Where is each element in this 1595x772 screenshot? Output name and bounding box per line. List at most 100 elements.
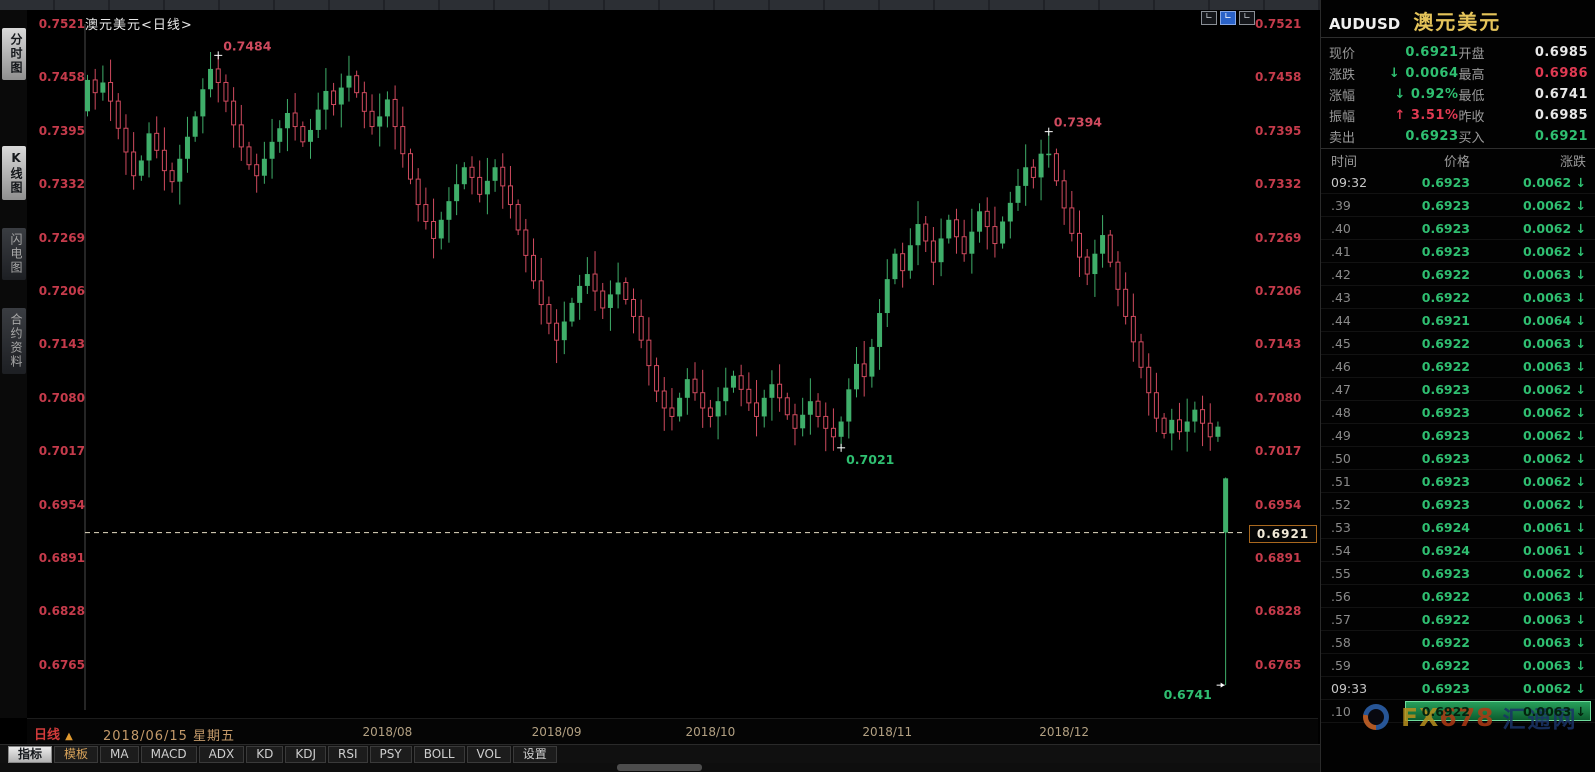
tick-change: 0.0062 ↓ bbox=[1522, 565, 1586, 581]
candle bbox=[1123, 272, 1129, 325]
candle bbox=[477, 160, 483, 203]
sidebar-item-4[interactable]: 合约资料 bbox=[2, 308, 26, 374]
tick-price: 0.6922 bbox=[1421, 657, 1470, 673]
tick-change: 0.0062 ↓ bbox=[1522, 197, 1586, 213]
candle bbox=[684, 368, 690, 415]
tick-price: 0.6924 bbox=[1421, 542, 1470, 558]
candle bbox=[1046, 131, 1052, 168]
tab-rsi[interactable]: RSI bbox=[328, 745, 368, 763]
candle bbox=[123, 114, 129, 175]
tick-time: .45 bbox=[1331, 335, 1351, 351]
candle bbox=[354, 70, 360, 98]
scrollbar-thumb[interactable] bbox=[617, 764, 702, 771]
left-price-axis: 0.7521 0.7458 0.7395 0.7332 0.7269 0.7206 0.71… bbox=[35, 10, 85, 718]
tick-price: 0.6922 bbox=[1421, 611, 1470, 627]
x-axis-label: 2018/09 bbox=[531, 725, 582, 739]
tab-adx[interactable]: ADX bbox=[198, 745, 245, 763]
tick-time: .39 bbox=[1331, 197, 1351, 213]
candle bbox=[854, 346, 859, 398]
candle bbox=[338, 73, 344, 128]
candle bbox=[192, 111, 198, 142]
tab-macd[interactable]: MACD bbox=[140, 745, 197, 763]
candle bbox=[138, 155, 144, 181]
field-label: 振幅 bbox=[1329, 110, 1356, 125]
candle bbox=[269, 118, 275, 179]
indicator-tab-bar: 指标 模板 MA MACD ADX KD KDJ RSI PSY BOLL VOL 设置 bbox=[0, 744, 1320, 763]
candle bbox=[984, 197, 990, 250]
candle bbox=[946, 214, 952, 244]
pane-layout-icon-3[interactable]: ∟ bbox=[1239, 11, 1255, 25]
pane-layout-icon-2[interactable]: ∟ bbox=[1220, 11, 1236, 25]
candle bbox=[1161, 413, 1167, 439]
tick-time: .50 bbox=[1331, 450, 1351, 466]
tick-row: .50 0.6923 0.0062 ↓ bbox=[1321, 447, 1595, 470]
candle bbox=[200, 78, 206, 134]
tab-设置[interactable]: 设置 bbox=[512, 745, 557, 763]
candle bbox=[630, 288, 636, 334]
tab-ma[interactable]: MA bbox=[100, 745, 139, 763]
candlestick-plot[interactable]: 0.7484 0.7021 0.7394 0.6741 bbox=[27, 10, 1318, 718]
tick-change: 0.0063 ↓ bbox=[1522, 358, 1586, 374]
sidebar-item-1[interactable]: 分时图 bbox=[2, 28, 26, 80]
chart-title: 澳元美元<日线> bbox=[85, 18, 193, 33]
candlestick-chart-area[interactable]: 澳元美元<日线> 0.7521 0.7458 0.7395 0.7332 0.7269 0… bbox=[27, 10, 1318, 718]
candle bbox=[677, 392, 683, 422]
tick-change: 0.0063 ↓ bbox=[1522, 634, 1586, 650]
tick-price: 0.6922 bbox=[1421, 358, 1470, 374]
x-axis-label: 2018/08 bbox=[362, 725, 413, 739]
tick-time: .46 bbox=[1331, 358, 1351, 374]
candle bbox=[100, 65, 106, 101]
tick-price: 0.6924 bbox=[1421, 519, 1470, 535]
candle bbox=[838, 416, 844, 448]
tick-row: .56 0.6922 0.0063 ↓ bbox=[1321, 585, 1595, 608]
tab-指标[interactable]: 指标 bbox=[8, 745, 53, 763]
candle bbox=[154, 116, 160, 159]
tick-time: .55 bbox=[1331, 565, 1351, 581]
field-value: 0.6921 bbox=[1405, 45, 1459, 60]
candle bbox=[85, 74, 90, 117]
candle bbox=[392, 85, 398, 150]
pane-layout-icon-1[interactable]: ∟ bbox=[1201, 11, 1217, 25]
tick-time: .52 bbox=[1331, 496, 1351, 512]
tab-vol[interactable]: VOL bbox=[466, 745, 511, 763]
candle bbox=[415, 168, 421, 222]
tab-kdj[interactable]: KDJ bbox=[285, 745, 327, 763]
current-price-label: 0.6921 bbox=[1249, 524, 1317, 543]
divider bbox=[1321, 37, 1595, 38]
tick-change: 0.0061 ↓ bbox=[1522, 542, 1586, 558]
horizontal-scrollbar[interactable] bbox=[0, 763, 1320, 772]
tick-change: 0.0063 ↓ bbox=[1522, 588, 1586, 604]
tab-kd[interactable]: KD bbox=[246, 745, 284, 763]
tick-change: 0.0063 ↓ bbox=[1522, 266, 1586, 282]
field-label: 最高 bbox=[1458, 68, 1485, 83]
candle bbox=[807, 378, 813, 435]
tick-change: 0.0063 ↓ bbox=[1522, 657, 1586, 673]
candle bbox=[177, 144, 183, 205]
candle bbox=[1184, 398, 1190, 452]
timeframe-selector[interactable]: 日线 ▲ bbox=[30, 723, 77, 744]
quote-field-row: 卖出 0.6923 买入 0.6921 bbox=[1321, 126, 1595, 147]
tick-change: 0.0061 ↓ bbox=[1522, 519, 1586, 535]
tick-price: 0.6923 bbox=[1421, 450, 1470, 466]
candle bbox=[292, 93, 298, 141]
sidebar-item-3[interactable]: 闪电图 bbox=[2, 228, 26, 280]
tick-row: .53 0.6924 0.0061 ↓ bbox=[1321, 516, 1595, 539]
tick-price: 0.6922 bbox=[1421, 289, 1470, 305]
candle bbox=[377, 93, 383, 147]
tab-模板[interactable]: 模板 bbox=[54, 745, 99, 763]
sidebar-item-2[interactable]: K线图 bbox=[2, 146, 26, 200]
tab-psy[interactable]: PSY bbox=[369, 745, 412, 763]
candle bbox=[208, 51, 214, 98]
tab-boll[interactable]: BOLL bbox=[413, 745, 465, 763]
fx678-logo-icon bbox=[1363, 704, 1389, 730]
field-label: 昨收 bbox=[1458, 110, 1485, 125]
candle bbox=[115, 93, 121, 140]
tick-price: 0.6922 bbox=[1421, 634, 1470, 650]
timeframe-arrow-icon: ▲ bbox=[65, 731, 73, 742]
y-axis-label: 0.7269 bbox=[38, 230, 85, 245]
tick-price: 0.6922 bbox=[1421, 266, 1470, 282]
candle bbox=[1092, 239, 1098, 297]
candle bbox=[654, 357, 660, 403]
candle bbox=[277, 120, 283, 153]
x-axis-label: 2018/12 bbox=[1039, 725, 1090, 739]
